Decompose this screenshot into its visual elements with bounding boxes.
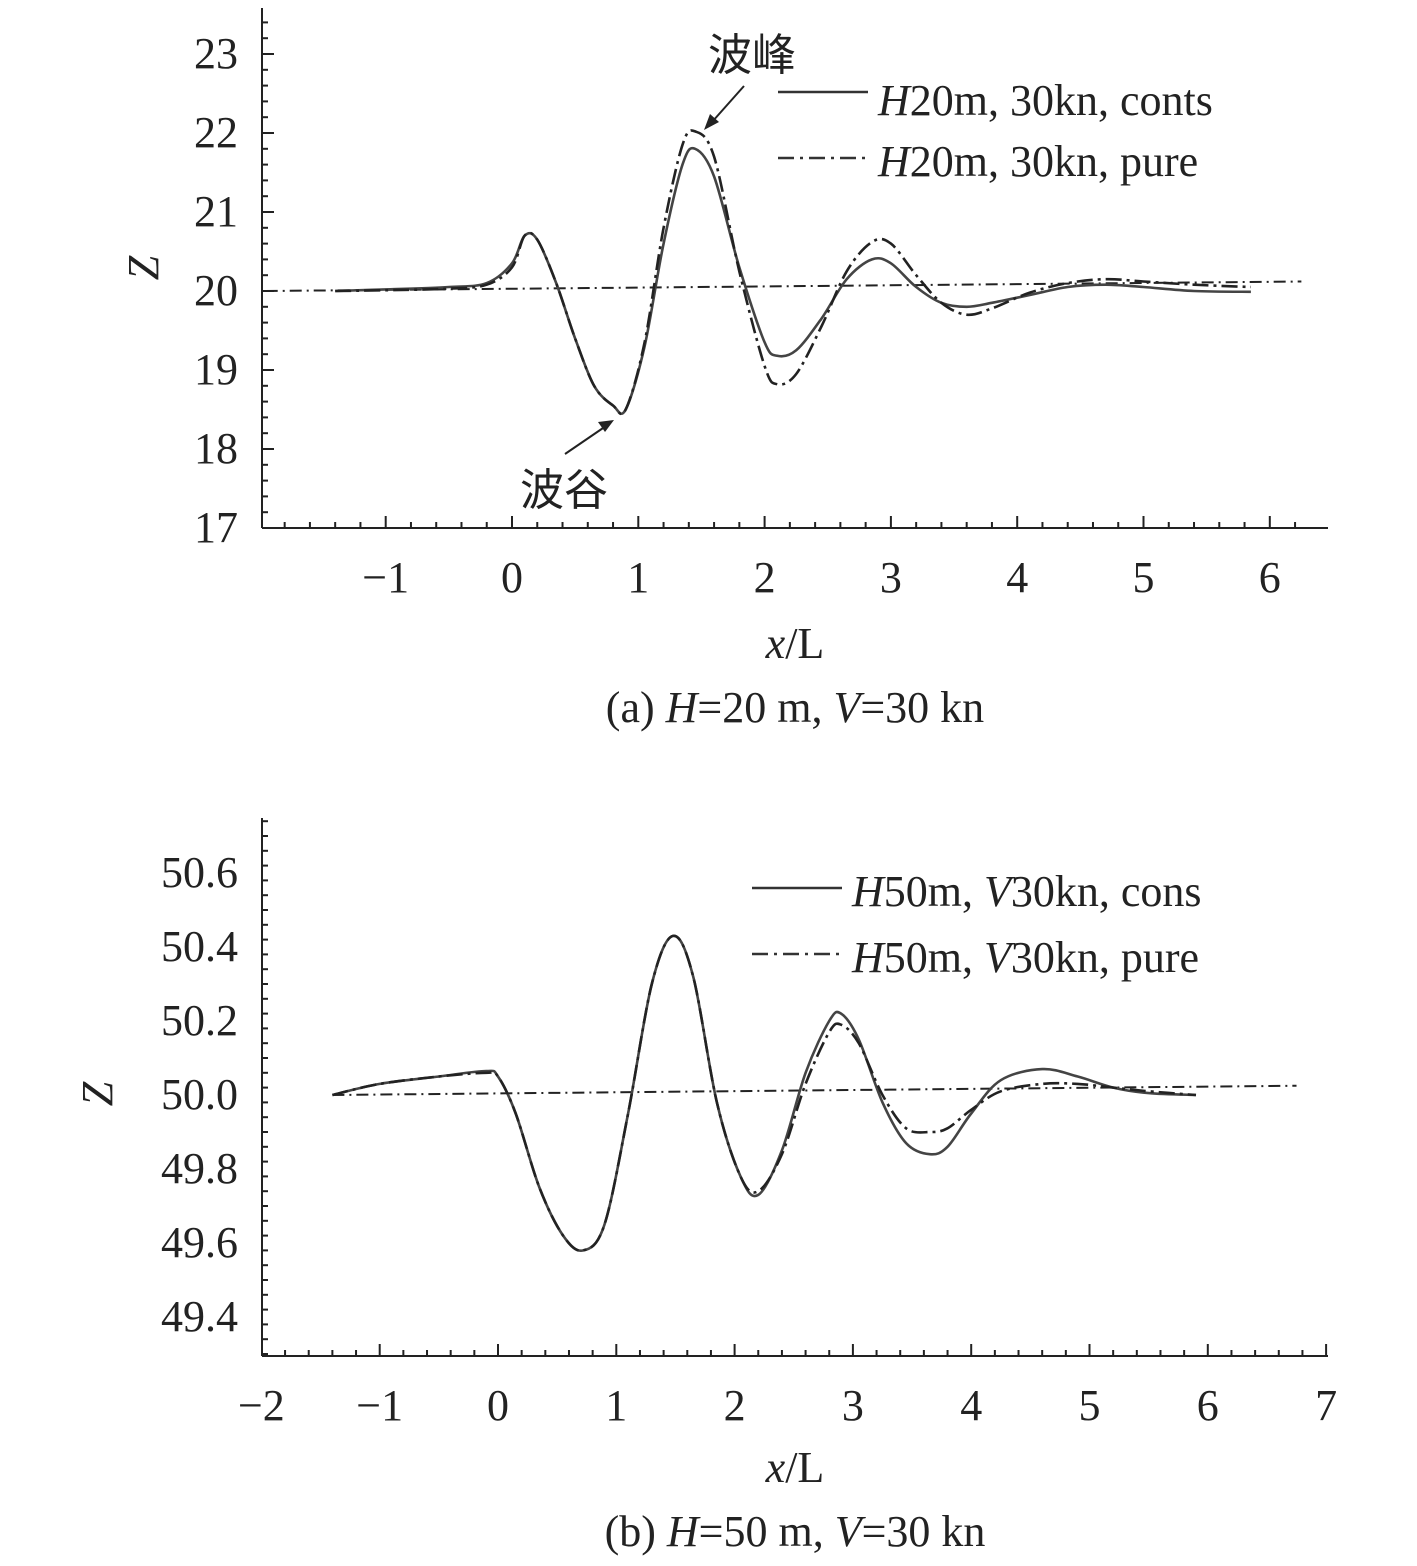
- chart-b-x-tick-label: −1: [356, 1381, 403, 1430]
- legend-b-item-2-rest: 30kn, pure: [1011, 933, 1199, 982]
- chart-b-x-tick-label: −2: [238, 1381, 285, 1430]
- chart-b-xlabel: x/L: [765, 1443, 825, 1492]
- chart-a-caption: (a) H=20 m, V=30 kn: [606, 683, 984, 732]
- chart-b-y-tick-label: 50.2: [161, 996, 238, 1045]
- legend-a-item-2: H20m, 30kn, pure: [877, 137, 1198, 186]
- chart-a-caption-var2: V: [833, 683, 865, 732]
- chart-b-x-tick-label: 1: [605, 1381, 627, 1430]
- chart-a-y-tick-label: 17: [194, 503, 238, 552]
- legend-b-item-1-var2: V: [984, 867, 1016, 916]
- chart-a-caption-var1: H: [665, 683, 700, 732]
- annotation-crest-arrow: [711, 85, 745, 123]
- annotation-trough-arrow: [564, 425, 607, 455]
- annotation-crest: 波峰: [708, 30, 796, 81]
- chart-b-x-tick-label: 7: [1315, 1381, 1337, 1430]
- chart-b-x-tick-label: 3: [842, 1381, 864, 1430]
- legend-b-item-2-var1: H: [851, 933, 886, 982]
- chart-b-y-tick-label: 50.0: [161, 1070, 238, 1119]
- chart-b-caption-suffix: =30 kn: [862, 1507, 986, 1556]
- legend-b-item-1-rest: 30kn, cons: [1011, 867, 1202, 916]
- chart-a-xlabel: x/L: [765, 619, 825, 668]
- chart-b-reference-line: [332, 1084, 1297, 1096]
- chart-b-caption: (b) H=50 m, V=30 kn: [605, 1507, 986, 1556]
- chart-a-axes: [261, 8, 1328, 529]
- annotation-trough-arrowhead: [598, 420, 614, 432]
- chart-a-y-tick-label: 18: [194, 424, 238, 473]
- legend-b-item-1-mid: 50m,: [884, 867, 984, 916]
- chart-b-series-pure-line: [332, 934, 1197, 1253]
- chart-b-y-tick-label: 49.6: [161, 1218, 238, 1267]
- chart-b-legend: H50m, V30kn, cons H50m, V30kn, pure: [752, 867, 1202, 982]
- chart-a-x-tick-label: 2: [754, 553, 776, 602]
- chart-b-y-tick-label: 49.4: [161, 1292, 238, 1341]
- legend-a-item-1-var: H: [877, 76, 912, 125]
- chart-a-xlabel-rest: /L: [785, 619, 824, 668]
- chart-a-caption-mid: =20 m,: [697, 683, 833, 732]
- chart-b-xlabel-var: x: [765, 1443, 786, 1492]
- chart-a-x-tick-label: −1: [362, 553, 409, 602]
- chart-b-y-tick-label: 50.6: [161, 848, 238, 897]
- chart-a-y-tick-label: 20: [194, 266, 238, 315]
- chart-b-mean-level-line: [332, 1084, 1297, 1096]
- chart-b-series: [332, 934, 1197, 1253]
- chart-b-y-tick-label: 49.8: [161, 1144, 238, 1193]
- chart-a-xlabel-var: x: [765, 619, 786, 668]
- chart-a-series: [335, 129, 1251, 416]
- legend-b-item-2: H50m, V30kn, pure: [851, 933, 1199, 982]
- chart-b-caption-mid: =50 m,: [699, 1507, 835, 1556]
- chart-a-ylabel: Z: [119, 255, 168, 280]
- chart-a-x-tick-label: 3: [880, 553, 902, 602]
- chart-b-x-tick-label: 2: [724, 1381, 746, 1430]
- chart-a-caption-suffix: =30 kn: [860, 683, 984, 732]
- chart-a-x-tick-label: 4: [1006, 553, 1028, 602]
- chart-a-y-tick-label: 23: [194, 29, 238, 78]
- chart-a-series-pure-line: [335, 129, 1251, 416]
- chart-b-caption-prefix: (b): [605, 1507, 667, 1556]
- annotation-crest-arrowhead: [704, 114, 719, 130]
- chart-a-mean-level-line: [265, 280, 1302, 292]
- chart-a-y-tick-label: 19: [194, 345, 238, 394]
- legend-a-item-2-var: H: [877, 137, 912, 186]
- chart-b-x-tick-label: 4: [960, 1381, 982, 1430]
- chart-a-x-tick-label: 0: [501, 553, 523, 602]
- legend-b-item-1: H50m, V30kn, cons: [851, 867, 1202, 916]
- chart-b-ticks: −2 −1 0 1 2 3 4 5 6 7 49.4 49.6 49.8 50.0 50.2 50.4 50.6: [161, 820, 1337, 1430]
- chart-a-series-conts-line: [335, 146, 1251, 415]
- chart-a-caption-prefix: (a): [606, 683, 666, 732]
- legend-b-item-2-var2: V: [984, 933, 1016, 982]
- chart-b-x-tick-label: 6: [1197, 1381, 1219, 1430]
- annotation-trough: 波谷: [520, 465, 608, 516]
- legend-a-item-1: H20m, 30kn, conts: [877, 76, 1213, 125]
- chart-b-xlabel-rest: /L: [785, 1443, 824, 1492]
- chart-b-ylabel: Z: [73, 1081, 122, 1106]
- chart-a-y-tick-label: 21: [194, 187, 238, 236]
- chart-b-x-tick-label: 0: [487, 1381, 509, 1430]
- chart-b: −2 −1 0 1 2 3 4 5 6 7 49.4 49.6 49.8 50.0 50.2 50.4 50.6…: [73, 818, 1337, 1556]
- chart-b-caption-var2: V: [835, 1507, 867, 1556]
- legend-b-item-2-mid: 50m,: [884, 933, 984, 982]
- legend-a-item-1-rest: 20m, 30kn, conts: [910, 76, 1213, 125]
- legend-b-item-1-var1: H: [851, 867, 886, 916]
- chart-b-x-tick-label: 5: [1079, 1381, 1101, 1430]
- chart-a-legend: H20m, 30kn, conts H20m, 30kn, pure: [778, 76, 1213, 186]
- chart-a-y-tick-label: 22: [194, 108, 238, 157]
- chart-a-annotations: 波峰 波谷: [520, 30, 796, 516]
- chart-a-reference-line: [265, 280, 1302, 292]
- chart-a-x-tick-label: 1: [627, 553, 649, 602]
- chart-a-x-tick-label: 6: [1259, 553, 1281, 602]
- chart-b-y-tick-label: 50.4: [161, 922, 238, 971]
- chart-a-x-tick-label: 5: [1133, 553, 1155, 602]
- legend-a-item-2-rest: 20m, 30kn, pure: [910, 137, 1198, 186]
- chart-b-caption-var1: H: [666, 1507, 701, 1556]
